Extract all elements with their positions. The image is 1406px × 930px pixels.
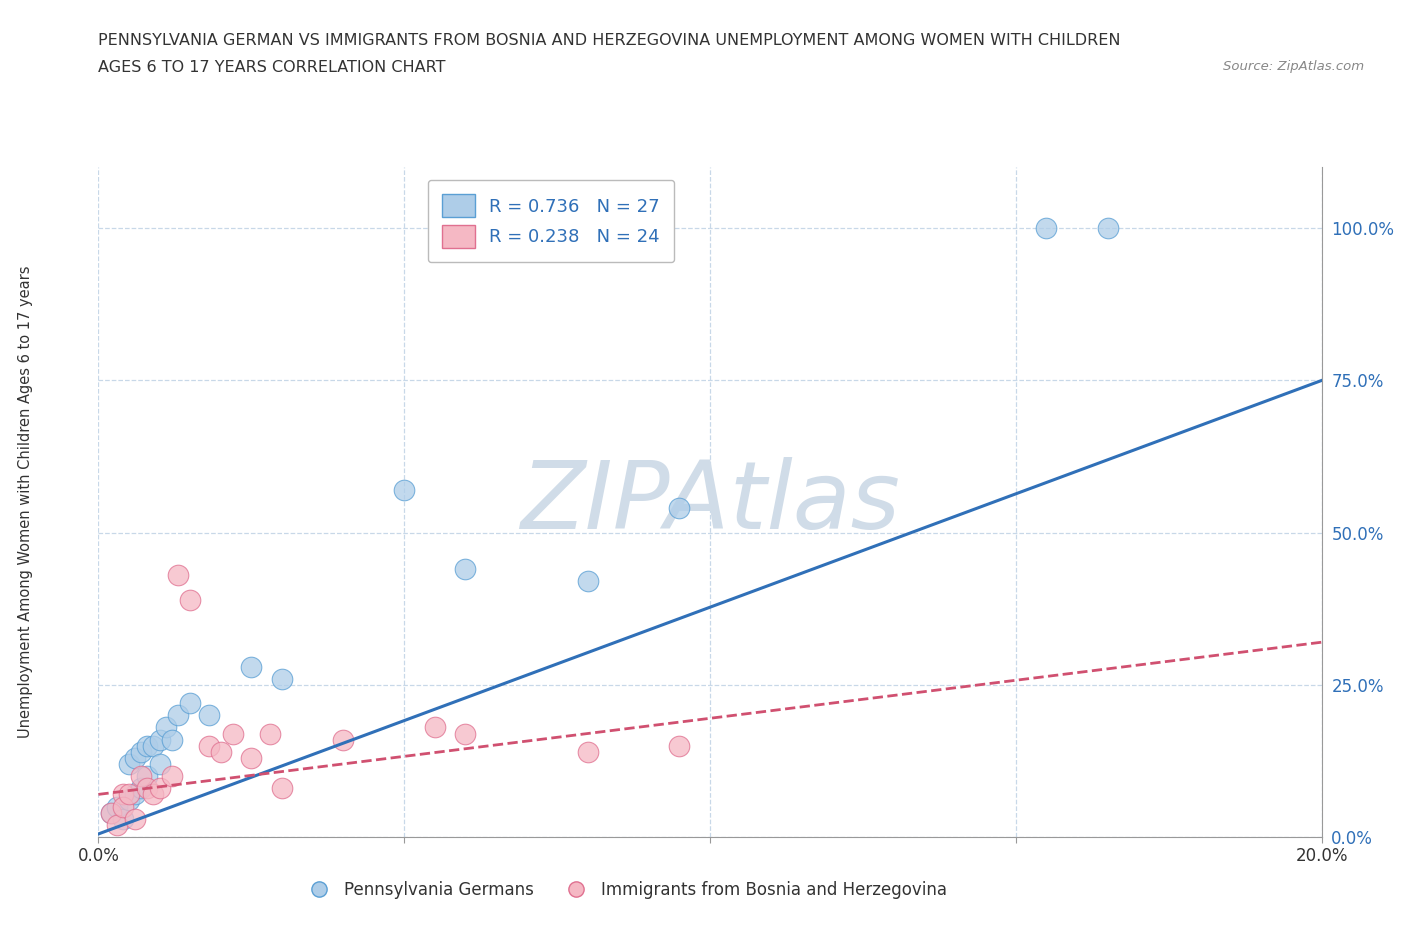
Point [129,744,152,759]
Point [668,738,690,753]
Point [118,793,141,808]
Point [576,574,599,589]
Point [124,751,146,765]
Point [454,726,477,741]
Point [1097,220,1119,235]
Point [111,811,134,826]
Point [111,799,134,814]
Point [197,738,219,753]
Point [576,744,599,759]
Text: AGES 6 TO 17 YEARS CORRELATION CHART: AGES 6 TO 17 YEARS CORRELATION CHART [98,60,446,75]
Point [167,708,190,723]
Point [100,805,122,820]
Point [392,483,416,498]
Text: Source: ZipAtlas.com: Source: ZipAtlas.com [1223,60,1364,73]
Point [179,592,201,607]
Point [222,726,245,741]
Point [160,732,183,747]
Point [142,738,165,753]
Point [124,811,146,826]
Text: Unemployment Among Women with Children Ages 6 to 17 years: Unemployment Among Women with Children A… [18,266,32,738]
Point [118,787,141,802]
Point [129,781,152,796]
Point [100,805,122,820]
Point [270,781,292,796]
Text: ZIPAtlas: ZIPAtlas [520,457,900,548]
Point [167,568,190,583]
Text: PENNSYLVANIA GERMAN VS IMMIGRANTS FROM BOSNIA AND HERZEGOVINA UNEMPLOYMENT AMONG: PENNSYLVANIA GERMAN VS IMMIGRANTS FROM B… [98,33,1121,47]
Point [155,720,177,735]
Point [149,732,172,747]
Point [423,720,446,735]
Legend: Pennsylvania Germans, Immigrants from Bosnia and Herzegovina: Pennsylvania Germans, Immigrants from Bo… [295,874,953,906]
Point [668,501,690,516]
Point [160,769,183,784]
Point [332,732,354,747]
Point [129,769,152,784]
Point [142,787,165,802]
Point [197,708,219,723]
Point [105,799,128,814]
Point [259,726,281,741]
Point [124,787,146,802]
Point [209,744,232,759]
Point [136,781,159,796]
Point [149,756,172,771]
Point [118,756,141,771]
Point [454,562,477,577]
Point [270,671,292,686]
Point [179,696,201,711]
Point [1035,220,1057,235]
Point [136,769,159,784]
Point [149,781,172,796]
Point [136,738,159,753]
Point [240,751,263,765]
Point [111,787,134,802]
Point [105,817,128,832]
Point [240,659,263,674]
